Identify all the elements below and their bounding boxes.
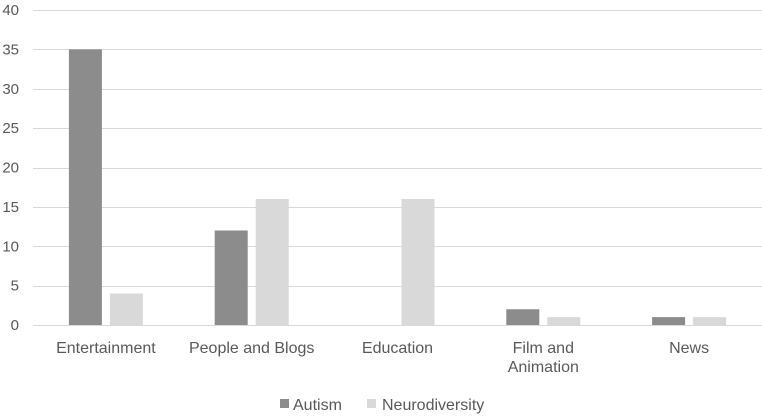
gridlines xyxy=(33,10,762,326)
x-tick-label: News xyxy=(669,340,709,357)
legend-label-autism: Autism xyxy=(293,397,342,414)
y-tick-label: 25 xyxy=(2,120,19,137)
bar-neurodiversity-2 xyxy=(401,199,435,325)
y-tick-label: 35 xyxy=(2,41,19,58)
bar-autism-1 xyxy=(214,230,248,325)
x-tick-label: Entertainment xyxy=(56,340,156,357)
x-axis: Entertainment People and Blogs Education Fi… xyxy=(56,340,709,376)
x-tick-label: Education xyxy=(362,340,433,357)
y-tick-label: 15 xyxy=(2,199,19,216)
bar-neurodiversity-3 xyxy=(547,317,581,325)
x-tick-label: Film and xyxy=(513,340,574,357)
bars xyxy=(68,49,727,325)
bar-autism-4 xyxy=(652,317,686,325)
legend-swatch-neurodiversity xyxy=(367,399,376,408)
y-tick-label: 0 xyxy=(11,317,19,334)
y-tick-label: 5 xyxy=(11,278,19,295)
x-tick-label: People and Blogs xyxy=(189,340,314,357)
legend: Autism Neurodiversity xyxy=(280,397,484,414)
bar-autism-3 xyxy=(506,309,540,325)
y-tick-label: 30 xyxy=(2,81,19,98)
bar-neurodiversity-1 xyxy=(255,199,289,325)
y-tick-label: 40 xyxy=(2,2,19,19)
y-tick-label: 20 xyxy=(2,160,19,177)
x-tick-label: Animation xyxy=(508,359,579,376)
bar-neurodiversity-4 xyxy=(693,317,727,325)
bar-autism-0 xyxy=(68,49,102,325)
y-axis: 0 5 10 15 20 25 30 35 40 xyxy=(2,2,19,334)
bar-neurodiversity-0 xyxy=(109,293,143,325)
y-tick-label: 10 xyxy=(2,238,19,255)
legend-swatch-autism xyxy=(280,399,289,408)
legend-label-neurodiversity: Neurodiversity xyxy=(382,397,484,414)
